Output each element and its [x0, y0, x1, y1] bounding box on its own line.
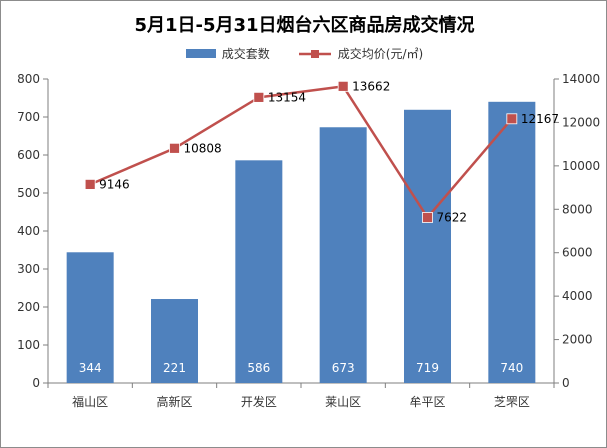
bar [66, 252, 114, 383]
bar-value-label: 740 [500, 361, 523, 375]
right-tick-label: 0 [562, 376, 570, 390]
left-tick-label: 100 [17, 338, 40, 352]
right-tick-label: 8000 [562, 202, 593, 216]
legend-label-line: 成交均价(元/㎡) [337, 47, 424, 61]
bar [319, 127, 367, 383]
line-value-label: 13662 [352, 79, 390, 93]
line-point [169, 142, 180, 154]
left-tick-label: 300 [17, 262, 40, 276]
left-tick-label: 500 [17, 186, 40, 200]
x-tick-label: 开发区 [241, 394, 277, 409]
bar-value-label: 586 [247, 361, 270, 375]
line-value-label: 9146 [99, 177, 130, 191]
line-point [253, 91, 265, 103]
line-point [422, 212, 433, 223]
x-tick-label: 芝罘区 [494, 394, 530, 409]
line-point [506, 113, 518, 125]
x-tick-label: 牟平区 [409, 394, 445, 409]
x-tick-label: 福山区 [72, 394, 108, 409]
left-tick-label: 700 [17, 110, 40, 124]
left-tick-label: 400 [17, 224, 40, 238]
bar [235, 160, 283, 383]
line-value-label: 10808 [184, 141, 222, 155]
line-point [337, 80, 349, 92]
line-series [89, 85, 513, 219]
legend-line-marker [310, 49, 319, 58]
bar-value-label: 719 [416, 361, 439, 375]
right-tick-label: 6000 [562, 246, 593, 260]
legend-label-bar: 成交套数 [221, 47, 270, 61]
bar [151, 299, 198, 383]
bar-value-label: 673 [332, 361, 355, 375]
line-value-label: 7622 [437, 210, 468, 224]
legend: 成交套数 成交均价(元/㎡) [1, 45, 607, 62]
bar-value-label: 221 [163, 361, 186, 375]
right-tick-label: 2000 [562, 333, 593, 347]
right-tick-label: 10000 [562, 159, 600, 173]
legend-item-bar: 成交套数 [185, 45, 270, 62]
legend-swatch-bar [185, 49, 216, 58]
bar [404, 109, 451, 383]
right-tick-label: 12000 [562, 115, 600, 129]
bar [488, 101, 536, 384]
left-tick-label: 600 [17, 148, 40, 162]
line-value-label: 13154 [268, 90, 306, 104]
right-tick-label: 14000 [562, 72, 600, 86]
legend-item-line: 成交均价(元/㎡) [298, 45, 423, 62]
bar-value-label: 344 [79, 361, 102, 375]
legend-swatch-line [298, 49, 331, 58]
right-tick-label: 4000 [562, 289, 593, 303]
left-tick-label: 0 [32, 376, 40, 390]
x-tick-label: 莱山区 [325, 395, 361, 409]
left-tick-label: 200 [17, 300, 40, 314]
left-tick-label: 800 [17, 72, 40, 86]
line-point [84, 179, 96, 190]
x-tick-label: 高新区 [156, 394, 192, 409]
line-value-label: 12167 [521, 112, 559, 126]
chart-title: 5月1日-5月31日烟台六区商品房成交情况 [134, 15, 475, 36]
